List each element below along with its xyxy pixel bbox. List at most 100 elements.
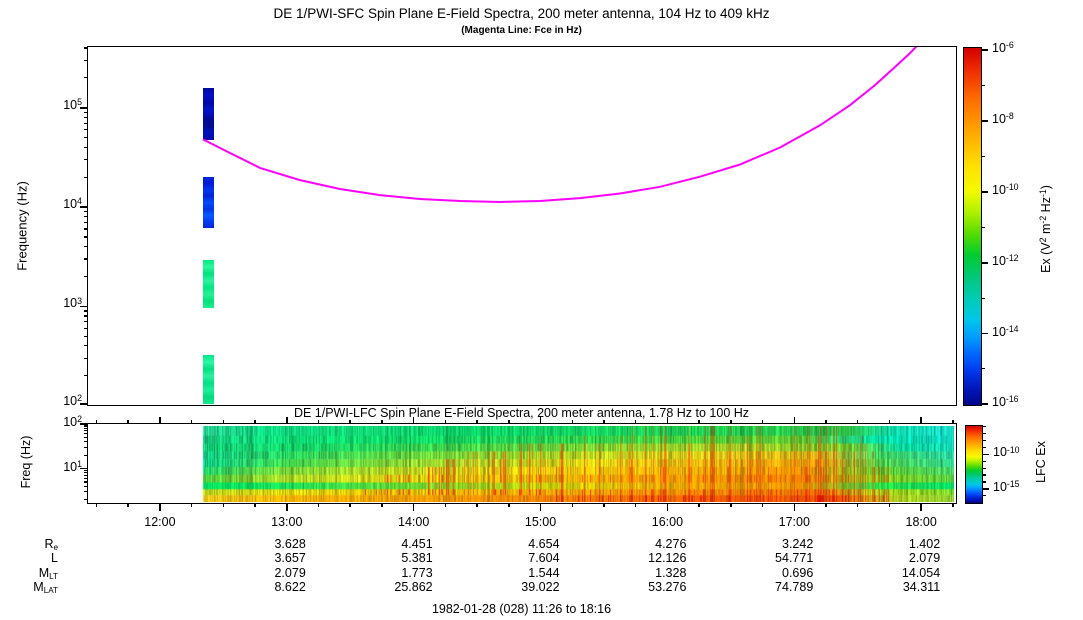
sfc-ytick-label: 105: [63, 97, 82, 112]
sfc-ytick-minor: [84, 116, 88, 118]
lfc-ytick-minor: [84, 491, 88, 493]
sfc-title: DE 1/PWI-SFC Spin Plane E-Field Spectra,…: [273, 6, 770, 21]
cb1-tick: [982, 403, 988, 405]
lfc-ytick-minor: [84, 499, 88, 501]
sfc-yaxis-label: Frequency (Hz): [14, 181, 30, 271]
lfc-ytick-minor: [84, 472, 88, 474]
sfc-ytick-minor: [84, 228, 88, 230]
eph-value: 8.622: [274, 580, 306, 594]
xtick-top: [222, 420, 225, 423]
cb2-tick-label: 10-15: [993, 479, 1020, 494]
lfc-ytick-minor: [84, 470, 88, 472]
xtick: [856, 503, 859, 507]
eph-value: 53.276: [648, 580, 687, 594]
eph-value: 3.242: [782, 537, 814, 551]
xtick: [412, 503, 415, 511]
eph-row-label: Re: [44, 537, 58, 553]
hour-label: 13:00: [271, 515, 303, 529]
cb1-tick-minor: [982, 226, 985, 229]
sfc-ytick-minor: [84, 327, 88, 329]
xtick: [444, 503, 447, 507]
xtick: [317, 503, 320, 507]
eph-value: 2.079: [908, 551, 941, 565]
cb1-tick-label: 10-12: [992, 253, 1019, 268]
xtick-top: [317, 420, 320, 423]
eph-value: 4.654: [528, 537, 560, 551]
sfc-ytick-minor: [84, 47, 88, 49]
xtick: [349, 503, 351, 507]
xtick-top: [349, 420, 351, 423]
sfc-ytick-minor: [84, 375, 88, 377]
lfc-ytick-label: 101: [63, 458, 82, 474]
cb1-tick-label: 10-14: [992, 323, 1019, 339]
eph-value: 3.628: [274, 537, 306, 551]
lfc-ytick-label: 102: [63, 414, 82, 429]
sfc-ytick-label: 102: [63, 393, 82, 408]
cb1-tick: [982, 49, 988, 51]
lfc-ytick-minor: [84, 427, 88, 429]
cb2-tick-minor: [983, 425, 986, 428]
xtick: [698, 503, 700, 507]
xtick: [888, 503, 891, 507]
cb2-tick: [983, 453, 989, 455]
cb1-tick: [982, 191, 988, 193]
xtick: [793, 503, 796, 511]
xtick-top: [127, 420, 129, 423]
lfc-title: DE 1/PWI-LFC Spin Plane E-Field Spectra,…: [293, 406, 750, 420]
eph-value: 74.789: [775, 580, 814, 594]
xtick: [634, 503, 637, 507]
cb1-tick-minor: [982, 368, 985, 370]
lfc-ytick-minor: [84, 425, 88, 427]
cb2-tick-minor: [983, 432, 986, 435]
sfc-spectrum-bar: [202, 260, 214, 308]
sfc-ytick-minor: [84, 122, 88, 124]
xtick-top: [603, 420, 605, 423]
cb2-tick: [983, 488, 989, 490]
cb2-tick-minor: [983, 439, 986, 441]
lfc-ytick-minor: [84, 454, 88, 456]
xtick-top: [508, 420, 510, 423]
sfc-ytick-label: 104: [63, 196, 82, 212]
sfc-colorbar: [963, 47, 982, 406]
xtick: [825, 503, 827, 507]
sfc-ytick-minor: [84, 211, 88, 213]
sfc-ytick-minor: [84, 176, 88, 178]
xtick: [95, 503, 98, 507]
hour-label: 12:00: [144, 515, 176, 529]
lfc-ytick-minor: [84, 433, 88, 435]
cb2-tick-minor: [983, 495, 986, 497]
xtick-top: [254, 420, 256, 423]
lfc-colorbar-label: LFC Ex: [1034, 441, 1048, 483]
xtick: [920, 503, 922, 511]
time-range-footer: 1982-01-28 (028) 11:26 to 18:16: [431, 602, 612, 616]
hour-label: 14:00: [398, 515, 430, 529]
hour-label: 18:00: [905, 515, 937, 529]
xtick: [476, 503, 478, 507]
cb2-tick-minor: [983, 474, 986, 476]
eph-value: 1.328: [655, 566, 687, 580]
sfc-plot-panel: [87, 46, 957, 406]
sfc-ytick-minor: [84, 245, 88, 248]
sfc-ytick: [80, 305, 88, 308]
sfc-spectrum-bar: [202, 88, 214, 140]
sfc-ytick-minor: [84, 146, 88, 148]
cb2-tick-label: 10-10: [993, 444, 1020, 460]
lfc-ytick-minor: [84, 477, 88, 480]
eph-value: 4.276: [655, 537, 687, 551]
xtick-top: [444, 420, 447, 423]
xtick-top: [730, 420, 732, 423]
eph-value: 1.402: [908, 537, 941, 551]
lfc-ytick: [80, 467, 88, 470]
sfc-ytick-minor: [84, 345, 88, 347]
eph-row-label: L: [51, 551, 58, 565]
sfc-ytick-minor: [84, 258, 88, 260]
xtick-top: [286, 417, 288, 423]
xtick: [190, 503, 193, 507]
xtick-top: [952, 420, 954, 423]
eph-value: 2.079: [274, 566, 306, 580]
xtick: [222, 503, 225, 507]
sfc-ytick-minor: [84, 159, 88, 161]
cb1-tick-label: 10-8: [992, 111, 1014, 126]
hour-label: 17:00: [778, 515, 810, 529]
